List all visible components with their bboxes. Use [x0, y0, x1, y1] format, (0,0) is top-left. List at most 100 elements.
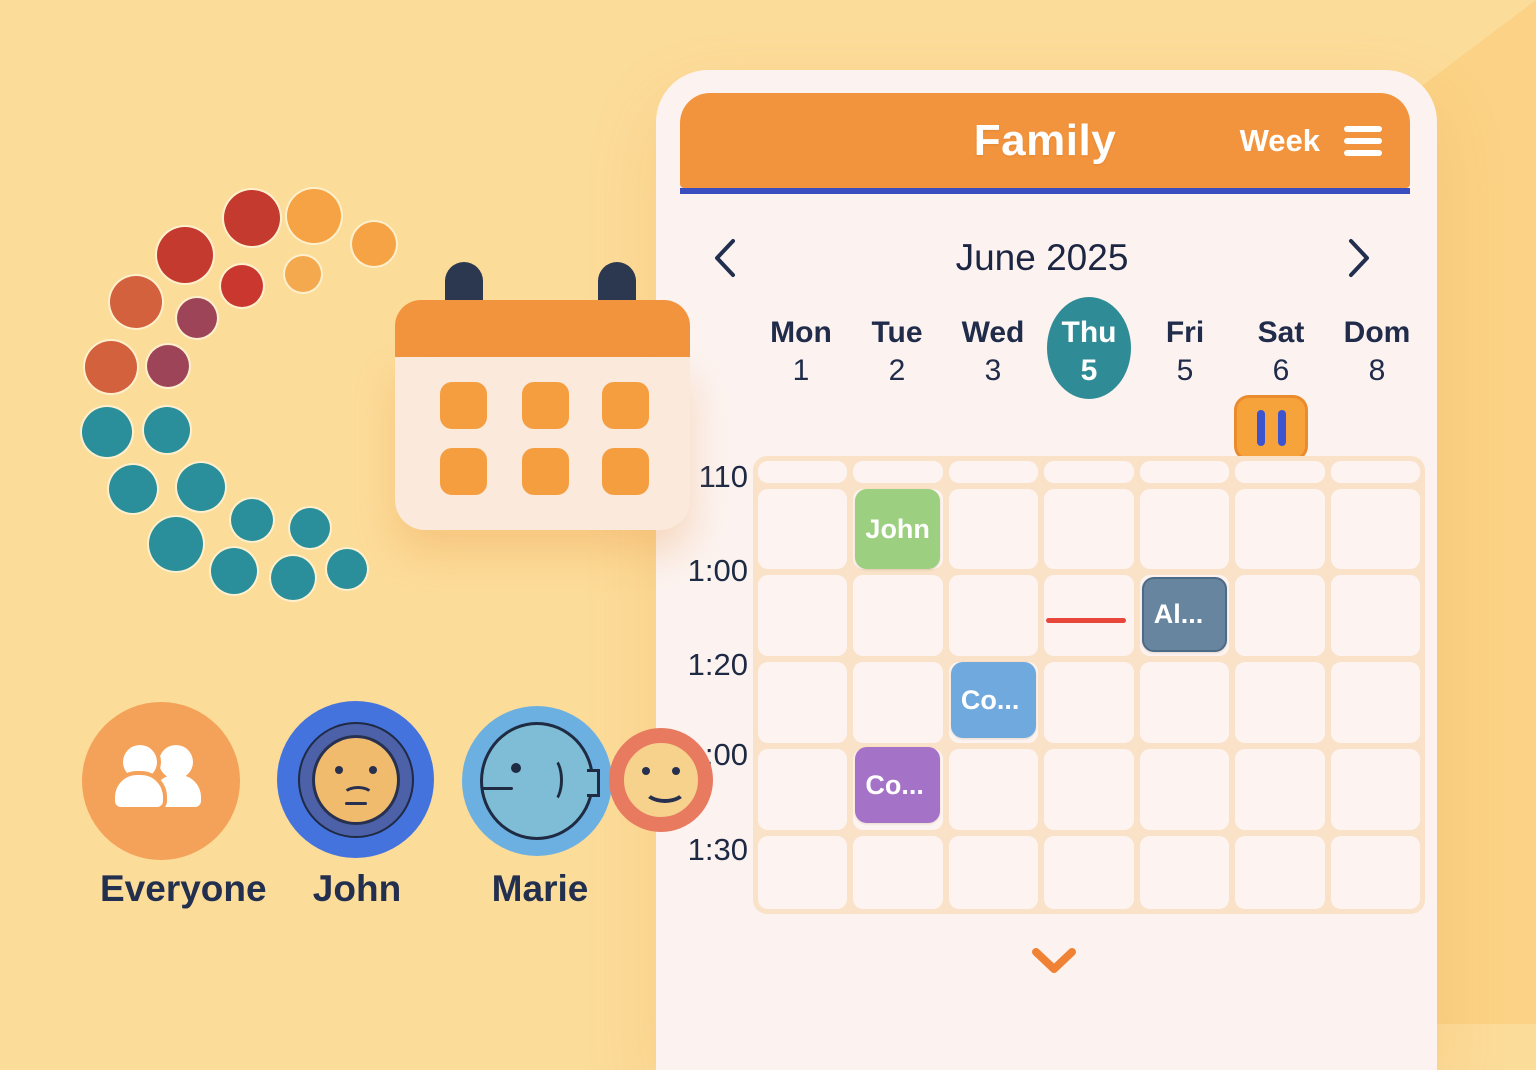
day-header-wed[interactable]: Wed 3 — [961, 316, 1025, 387]
grid-cell[interactable] — [758, 749, 848, 830]
chevron-left-icon[interactable] — [712, 237, 738, 279]
face-icon — [311, 734, 400, 825]
grid-cell[interactable] — [948, 461, 1039, 483]
logo-dot — [271, 556, 315, 600]
grid-cell[interactable] — [853, 575, 943, 656]
logo-dot — [149, 517, 203, 571]
grid-cell[interactable] — [1330, 575, 1420, 656]
grid-cell[interactable] — [758, 461, 848, 483]
logo-dot — [177, 298, 217, 338]
time-label: 1:20 — [687, 647, 748, 682]
pause-button[interactable] — [1234, 395, 1308, 461]
day-header-dom[interactable]: Dom 8 — [1343, 316, 1411, 387]
grid-cell[interactable] — [1235, 489, 1325, 569]
grid-cell[interactable] — [758, 836, 848, 909]
grid-cell[interactable] — [948, 749, 1039, 830]
grid-cell[interactable] — [1044, 836, 1134, 909]
logo-dot — [82, 407, 132, 457]
grid-cell[interactable] — [1235, 662, 1325, 743]
time-label: 1:30 — [687, 832, 748, 867]
day-header-tue[interactable]: Tue 2 — [871, 316, 923, 387]
grid-cell[interactable] — [1044, 489, 1134, 569]
avatar-john[interactable] — [277, 701, 434, 858]
event-john[interactable]: John — [855, 489, 941, 569]
grid-cell[interactable] — [853, 836, 943, 909]
logo-dot — [327, 549, 367, 589]
week-day-header: Mon 1 Tue 2 Wed 3 Thu 5 Fri 5 Sat 6 Dom 8 — [753, 297, 1425, 399]
grid-cell[interactable] — [948, 836, 1039, 909]
grid-cell[interactable] — [1330, 749, 1420, 830]
page-title: Family — [973, 116, 1117, 165]
day-header-sat[interactable]: Sat 6 — [1257, 316, 1305, 387]
logo-dot — [109, 465, 157, 513]
logo-dot — [177, 463, 225, 511]
calendar-app-panel: Family Week June 2025 Mon 1 Tue 2 Wed 3 Thu 5 Fr… — [656, 70, 1437, 1070]
avatar-john-ring — [297, 721, 414, 838]
chevron-right-icon[interactable] — [1346, 237, 1372, 279]
month-label: June 2025 — [955, 237, 1129, 278]
grid-cell[interactable] — [1139, 749, 1230, 830]
grid-cell[interactable] — [1139, 662, 1230, 743]
grid-cell[interactable] — [1044, 461, 1134, 483]
grid-cell[interactable] — [1330, 836, 1420, 909]
avatar-marie[interactable] — [462, 706, 612, 856]
day-header-fri[interactable]: Fri 5 — [1165, 316, 1205, 387]
avatar-label-marie: Marie — [491, 868, 589, 909]
grid-cell[interactable] — [758, 489, 848, 569]
avatar-label-john: John — [312, 868, 402, 909]
calendar-icon-body — [395, 357, 690, 530]
grid-cell[interactable] — [853, 662, 943, 743]
grid-cell[interactable] — [1330, 662, 1420, 743]
logo-dot — [287, 189, 341, 243]
pause-icon — [1277, 410, 1286, 446]
face-icon — [480, 722, 600, 840]
day-header-thu[interactable]: Thu 5 — [1041, 297, 1137, 399]
grid-cell[interactable] — [1139, 836, 1230, 909]
grid-cell[interactable] — [1139, 461, 1230, 483]
grid-cell[interactable] — [1044, 575, 1134, 656]
logo-dot — [85, 341, 137, 393]
grid-cell[interactable] — [853, 461, 943, 483]
calendar-icon-header — [395, 300, 690, 357]
grid-cell[interactable] — [758, 575, 848, 656]
avatar-everyone[interactable] — [82, 702, 240, 860]
grid-cell[interactable] — [1044, 749, 1134, 830]
grid-cell[interactable] — [1235, 749, 1325, 830]
event-co[interactable]: Co... — [950, 662, 1036, 738]
week-grid — [753, 456, 1425, 914]
now-marker[interactable] — [1046, 618, 1127, 623]
menu-icon[interactable] — [1340, 122, 1386, 160]
grid-cell[interactable] — [1044, 662, 1134, 743]
logo-dot — [157, 227, 213, 283]
grid-cell[interactable] — [1330, 489, 1420, 569]
logo-dot — [110, 276, 162, 328]
logo-dot — [211, 548, 257, 594]
event-al[interactable]: Al... — [1141, 577, 1227, 652]
logo-dot — [144, 407, 190, 453]
logo-dot — [231, 499, 273, 541]
day-header-mon[interactable]: Mon 1 — [770, 316, 832, 387]
logo-dot — [285, 256, 321, 292]
selected-day-highlight — [1047, 297, 1131, 399]
logo-dot — [290, 508, 330, 548]
grid-cell[interactable] — [1235, 836, 1325, 909]
logo-dot — [352, 222, 396, 266]
logo-dot — [224, 190, 280, 246]
calendar-icon — [395, 262, 690, 532]
grid-cell[interactable] — [1235, 461, 1325, 483]
time-label: :00 — [704, 737, 748, 772]
grid-cell[interactable] — [1235, 575, 1325, 656]
view-selector[interactable]: Week — [1239, 122, 1320, 158]
grid-cell[interactable] — [948, 575, 1039, 656]
time-label: 110 — [698, 459, 748, 494]
chevron-down-icon[interactable] — [1030, 946, 1078, 981]
grid-cell[interactable] — [1139, 489, 1230, 569]
pause-icon — [1256, 410, 1265, 446]
event-co[interactable]: Co... — [855, 747, 941, 823]
grid-cell[interactable] — [948, 489, 1039, 569]
logo-dot — [221, 265, 263, 307]
grid-cell[interactable] — [1330, 461, 1420, 483]
time-label: 1:00 — [687, 553, 748, 588]
grid-cell[interactable] — [758, 662, 848, 743]
avatar-smiley[interactable] — [609, 728, 713, 832]
